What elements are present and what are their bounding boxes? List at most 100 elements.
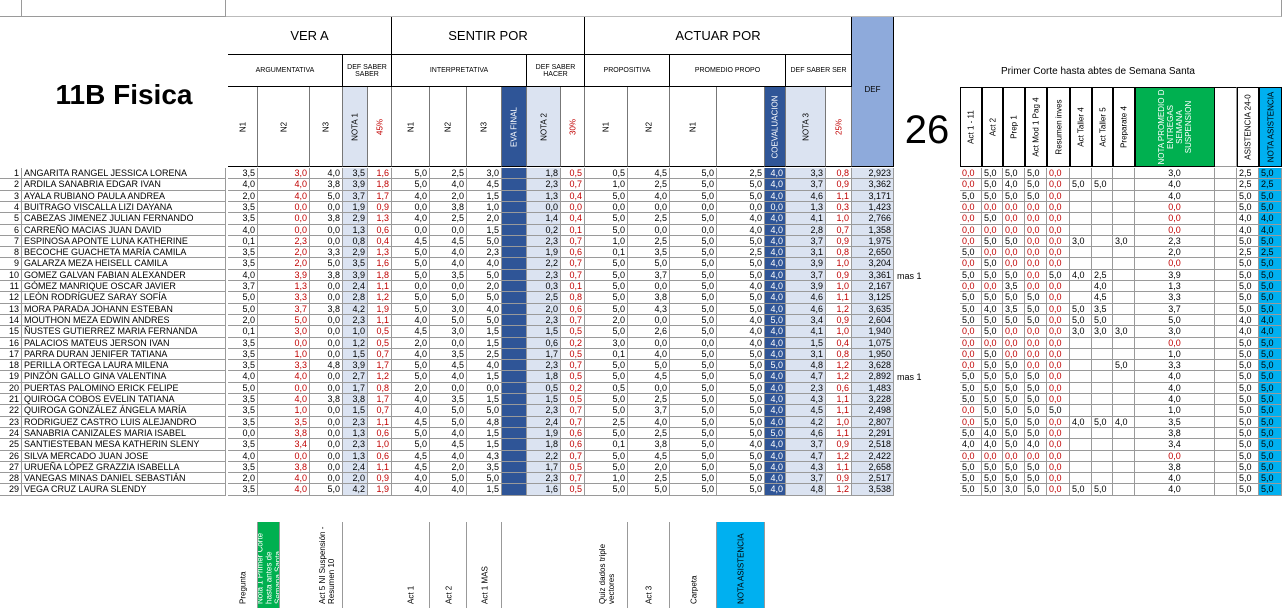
grade-cell[interactable] [502, 462, 527, 473]
grade-cell[interactable]: 3,8 [310, 304, 343, 315]
grade-cell[interactable]: 2,766 [852, 213, 894, 225]
right-grade-cell[interactable]: 2,5 [1237, 168, 1259, 179]
grade-cell[interactable]: 2,3 [343, 417, 368, 428]
right-grade-cell[interactable]: 0,0 [982, 202, 1003, 213]
right-grade-cell[interactable]: 5,0 [982, 270, 1003, 281]
grade-cell[interactable]: 5,0 [765, 315, 786, 326]
right-grade-cell[interactable]: 4,0 [982, 439, 1003, 451]
grade-cell[interactable]: 5,0 [717, 360, 765, 371]
grade-cell[interactable]: 2,9 [343, 247, 368, 258]
grade-cell[interactable]: 4,0 [765, 236, 786, 247]
grade-cell[interactable]: 3,5 [467, 462, 502, 473]
grade-cell[interactable]: 1,9 [343, 202, 368, 213]
grade-cell[interactable]: 1,8 [368, 179, 392, 191]
grade-cell[interactable]: 1,950 [852, 349, 894, 360]
grade-cell[interactable]: 1,2 [826, 371, 852, 383]
grade-cell[interactable]: 0,6 [826, 383, 852, 394]
grade-cell[interactable]: 4,0 [258, 371, 310, 383]
right-grade-cell[interactable]: 5,0 [982, 473, 1003, 484]
right-grade-cell[interactable]: 4,0 [1237, 225, 1259, 236]
right-grade-cell[interactable]: 5,0 [982, 236, 1003, 247]
right-grade-cell[interactable]: 5,0 [1025, 304, 1047, 315]
right-grade-cell[interactable] [1092, 258, 1113, 270]
right-grade-cell[interactable]: 5,0 [1259, 281, 1282, 292]
grade-cell[interactable]: 1,0 [826, 258, 852, 270]
right-grade-cell[interactable]: 5,0 [982, 462, 1003, 473]
right-grade-cell[interactable]: 5,0 [1259, 191, 1282, 202]
grade-cell[interactable]: 4,7 [786, 371, 826, 383]
student-name[interactable]: VANEGAS MINAS DANIEL SEBASTIÁN [22, 473, 226, 484]
col-header-7[interactable]: N3 [467, 87, 502, 167]
right-grade-cell[interactable]: 0,0 [1025, 326, 1047, 338]
right-grade-cell[interactable]: 5,0 [1070, 179, 1092, 191]
grade-cell[interactable]: 0,7 [368, 405, 392, 417]
grade-cell[interactable]: 4,0 [228, 371, 258, 383]
grade-cell[interactable]: 4,0 [258, 394, 310, 405]
grade-cell[interactable]: 4,3 [628, 304, 670, 315]
grade-cell[interactable]: 2,3 [527, 360, 561, 371]
grade-cell[interactable]: 3,8 [258, 428, 310, 439]
right-grade-cell[interactable] [1092, 473, 1113, 484]
grade-cell[interactable] [502, 304, 527, 315]
grade-cell[interactable]: 4,0 [765, 225, 786, 236]
grade-cell[interactable]: 1,6 [527, 484, 561, 496]
grade-cell[interactable]: 5,0 [670, 428, 717, 439]
right-grade-cell[interactable] [1113, 394, 1135, 405]
right-grade-cell[interactable] [1070, 405, 1092, 417]
grade-cell[interactable]: 3,8 [430, 202, 467, 213]
right-grade-cell[interactable]: 5,0 [982, 179, 1003, 191]
grade-cell[interactable]: 3,635 [852, 304, 894, 315]
grade-cell[interactable]: 2,3 [343, 439, 368, 451]
right-header-6[interactable]: Act Taller 5 [1092, 87, 1113, 167]
right-grade-cell[interactable]: 0,0 [960, 405, 982, 417]
right-header-10[interactable]: NOTA ASISTENCIA [1259, 87, 1282, 167]
grade-cell[interactable]: 1,0 [258, 405, 310, 417]
grade-cell[interactable]: 0,0 [310, 371, 343, 383]
grade-cell[interactable]: 4,0 [430, 484, 467, 496]
right-grade-cell[interactable] [1070, 349, 1092, 360]
right-grade-cell[interactable]: 5,0 [1003, 371, 1025, 383]
grade-cell[interactable]: 0,7 [561, 473, 585, 484]
grade-cell[interactable]: 5,0 [228, 304, 258, 315]
grade-cell[interactable]: 3,5 [343, 168, 368, 179]
student-name[interactable]: QUIROGA GONZÁLEZ ÁNGELA MARÍA [22, 405, 226, 417]
right-grade-cell[interactable]: 5,0 [1047, 270, 1070, 281]
grade-cell[interactable]: 4,0 [765, 213, 786, 225]
grade-cell[interactable]: 3,8 [628, 439, 670, 451]
right-grade-cell[interactable]: 4,0 [1092, 281, 1113, 292]
grade-cell[interactable]: 4,0 [765, 371, 786, 383]
right-grade-cell[interactable]: 0,0 [1047, 236, 1070, 247]
grade-cell[interactable]: 0,0 [258, 451, 310, 462]
grade-cell[interactable]: 5,0 [392, 439, 430, 451]
grade-cell[interactable]: 5,0 [717, 394, 765, 405]
student-name[interactable]: BECOCHE GUACHETA MARÍA CAMILA [22, 247, 226, 258]
grade-cell[interactable]: 3,9 [343, 270, 368, 281]
col-header-13[interactable]: N1 [670, 87, 717, 167]
grade-cell[interactable]: 0,0 [310, 315, 343, 326]
grade-cell[interactable]: 4,1 [786, 326, 826, 338]
right-grade-cell[interactable]: 0,0 [960, 179, 982, 191]
grade-cell[interactable]: 4,0 [392, 191, 430, 202]
grade-cell[interactable]: 1,7 [527, 462, 561, 473]
right-grade-cell[interactable]: 5,0 [1025, 428, 1047, 439]
right-grade-cell[interactable] [1092, 383, 1113, 394]
grade-cell[interactable]: 4,5 [430, 360, 467, 371]
grade-cell[interactable]: 4,5 [392, 462, 430, 473]
right-grade-cell[interactable]: 0,0 [1003, 225, 1025, 236]
student-name[interactable]: ÑUSTES GUTIERREZ MARIA FERNANDA [22, 326, 226, 338]
grade-cell[interactable]: 5,0 [670, 191, 717, 202]
grade-cell[interactable]: 0,0 [310, 236, 343, 247]
grade-cell[interactable] [502, 383, 527, 394]
right-grade-cell[interactable]: 0,0 [960, 236, 982, 247]
right-grade-cell[interactable]: 5,0 [1237, 360, 1259, 371]
grade-cell[interactable]: 1,1 [368, 315, 392, 326]
grade-cell[interactable] [502, 202, 527, 213]
grade-cell[interactable]: 1,6 [368, 168, 392, 179]
grade-cell[interactable]: 0,6 [368, 451, 392, 462]
grade-cell[interactable]: 5,0 [392, 428, 430, 439]
grade-cell[interactable]: 1,0 [585, 473, 628, 484]
right-grade-cell[interactable] [1070, 247, 1092, 258]
right-grade-cell[interactable] [1070, 473, 1092, 484]
right-grade-cell[interactable]: 5,0 [1259, 439, 1282, 451]
grade-cell[interactable]: 1,7 [527, 349, 561, 360]
